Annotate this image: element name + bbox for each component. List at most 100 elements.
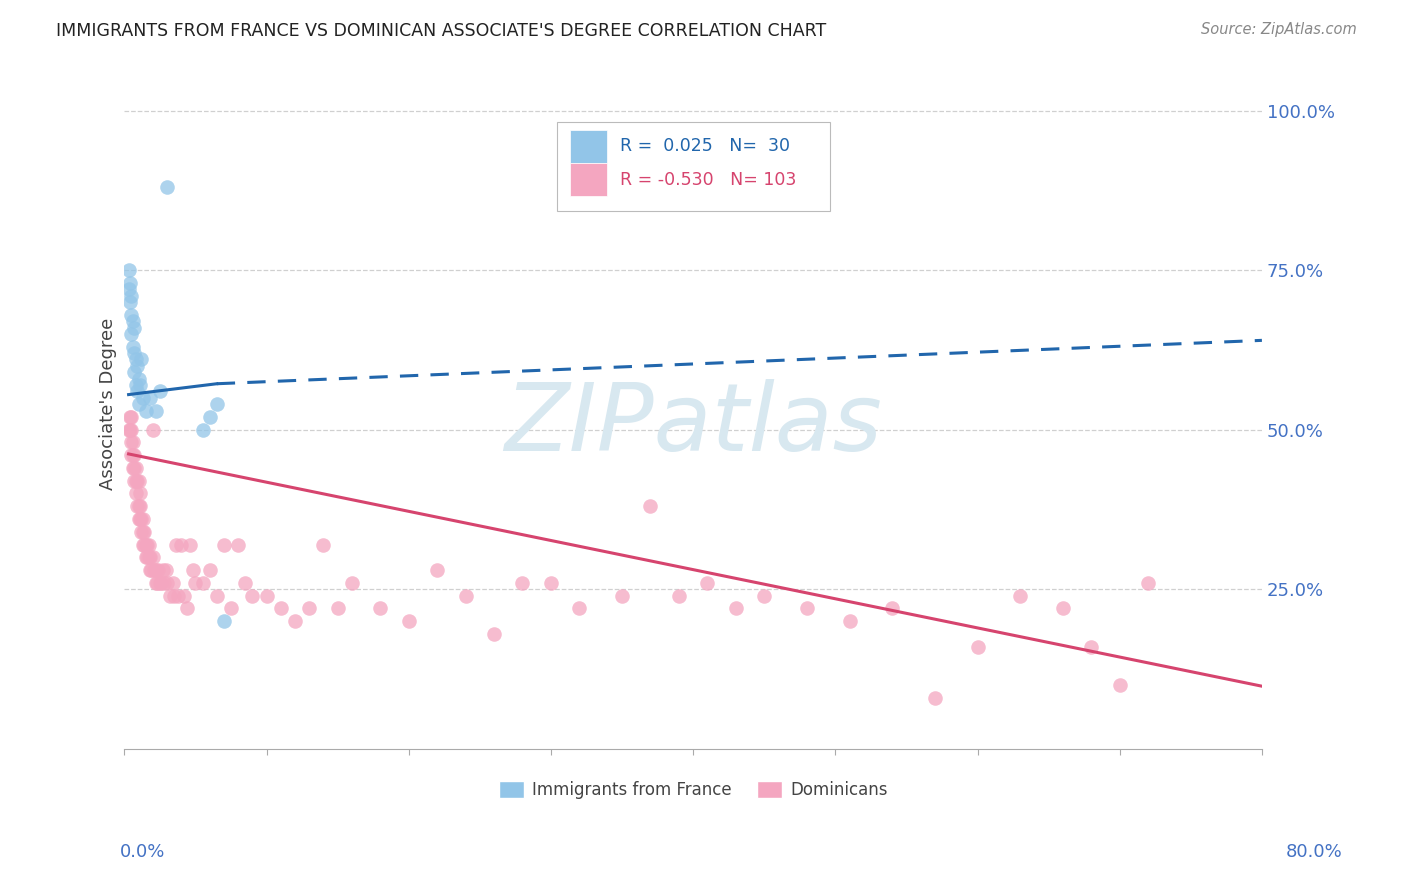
Point xyxy=(125,486,148,500)
Point xyxy=(129,486,152,500)
Point xyxy=(124,474,146,488)
Point xyxy=(142,423,165,437)
Point xyxy=(145,575,167,590)
Point xyxy=(124,448,146,462)
Point xyxy=(150,575,173,590)
Bar xyxy=(571,130,606,163)
Point xyxy=(121,461,143,475)
Point xyxy=(125,378,148,392)
Text: 0.0%: 0.0% xyxy=(120,843,165,861)
Point xyxy=(128,512,150,526)
Point xyxy=(134,524,156,539)
Point xyxy=(138,550,160,565)
Point xyxy=(326,601,349,615)
Point xyxy=(120,423,142,437)
Point xyxy=(256,589,278,603)
Point xyxy=(135,537,157,551)
Point xyxy=(882,601,904,615)
Point xyxy=(135,550,157,565)
Point xyxy=(226,537,249,551)
Point xyxy=(129,500,152,514)
Point xyxy=(176,601,198,615)
Point xyxy=(179,537,201,551)
Point xyxy=(121,448,143,462)
Point xyxy=(270,601,292,615)
Y-axis label: Associate's Degree: Associate's Degree xyxy=(100,318,117,491)
Point xyxy=(1108,678,1130,692)
Point xyxy=(754,589,776,603)
Point xyxy=(312,537,335,551)
Point xyxy=(156,180,179,194)
Point xyxy=(139,391,162,405)
Point xyxy=(120,448,142,462)
Point xyxy=(120,435,142,450)
Point xyxy=(132,512,155,526)
Point xyxy=(121,340,143,354)
Point xyxy=(132,537,155,551)
Point xyxy=(212,537,235,551)
Point xyxy=(162,575,184,590)
Point xyxy=(141,563,163,577)
Point xyxy=(120,409,142,424)
Point xyxy=(640,500,662,514)
Point xyxy=(1080,640,1102,654)
Point xyxy=(796,601,818,615)
Text: R = -0.530   N= 103: R = -0.530 N= 103 xyxy=(620,170,797,188)
Point xyxy=(129,512,152,526)
Point xyxy=(139,550,162,565)
Point xyxy=(191,575,214,590)
Point xyxy=(117,282,139,296)
Point xyxy=(966,640,988,654)
Point xyxy=(121,435,143,450)
Point xyxy=(1137,575,1160,590)
Point xyxy=(454,589,477,603)
Legend: Immigrants from France, Dominicans: Immigrants from France, Dominicans xyxy=(492,774,894,805)
Point xyxy=(127,474,149,488)
Point xyxy=(924,690,946,705)
Point xyxy=(838,614,860,628)
Point xyxy=(696,575,718,590)
Point xyxy=(165,537,187,551)
Point xyxy=(212,614,235,628)
Point xyxy=(426,563,449,577)
Point xyxy=(118,276,141,290)
Point xyxy=(139,563,162,577)
Point xyxy=(131,352,153,367)
Point xyxy=(167,589,190,603)
Point xyxy=(120,308,142,322)
Point xyxy=(128,371,150,385)
Point xyxy=(1010,589,1032,603)
Point xyxy=(128,397,150,411)
Text: 80.0%: 80.0% xyxy=(1286,843,1343,861)
Text: IMMIGRANTS FROM FRANCE VS DOMINICAN ASSOCIATE'S DEGREE CORRELATION CHART: IMMIGRANTS FROM FRANCE VS DOMINICAN ASSO… xyxy=(56,22,827,40)
Point xyxy=(163,589,186,603)
Point xyxy=(124,461,146,475)
Point xyxy=(143,563,166,577)
Point xyxy=(127,384,149,399)
Point xyxy=(121,314,143,328)
Point xyxy=(117,263,139,277)
Point xyxy=(118,409,141,424)
Point xyxy=(118,295,141,310)
Point xyxy=(233,575,256,590)
Text: Source: ZipAtlas.com: Source: ZipAtlas.com xyxy=(1201,22,1357,37)
Point xyxy=(125,352,148,367)
Text: ZIPatlas: ZIPatlas xyxy=(505,379,882,470)
Point xyxy=(198,563,221,577)
Point xyxy=(134,537,156,551)
Point xyxy=(148,563,170,577)
Point xyxy=(568,601,591,615)
Point xyxy=(131,524,153,539)
Point xyxy=(184,575,207,590)
Point xyxy=(132,391,155,405)
Point xyxy=(205,589,228,603)
Point xyxy=(145,403,167,417)
Point xyxy=(118,423,141,437)
Point xyxy=(170,537,193,551)
Point xyxy=(298,601,321,615)
Point xyxy=(181,563,204,577)
Point xyxy=(128,474,150,488)
Point xyxy=(156,575,179,590)
Point xyxy=(540,575,562,590)
Point xyxy=(124,365,146,379)
